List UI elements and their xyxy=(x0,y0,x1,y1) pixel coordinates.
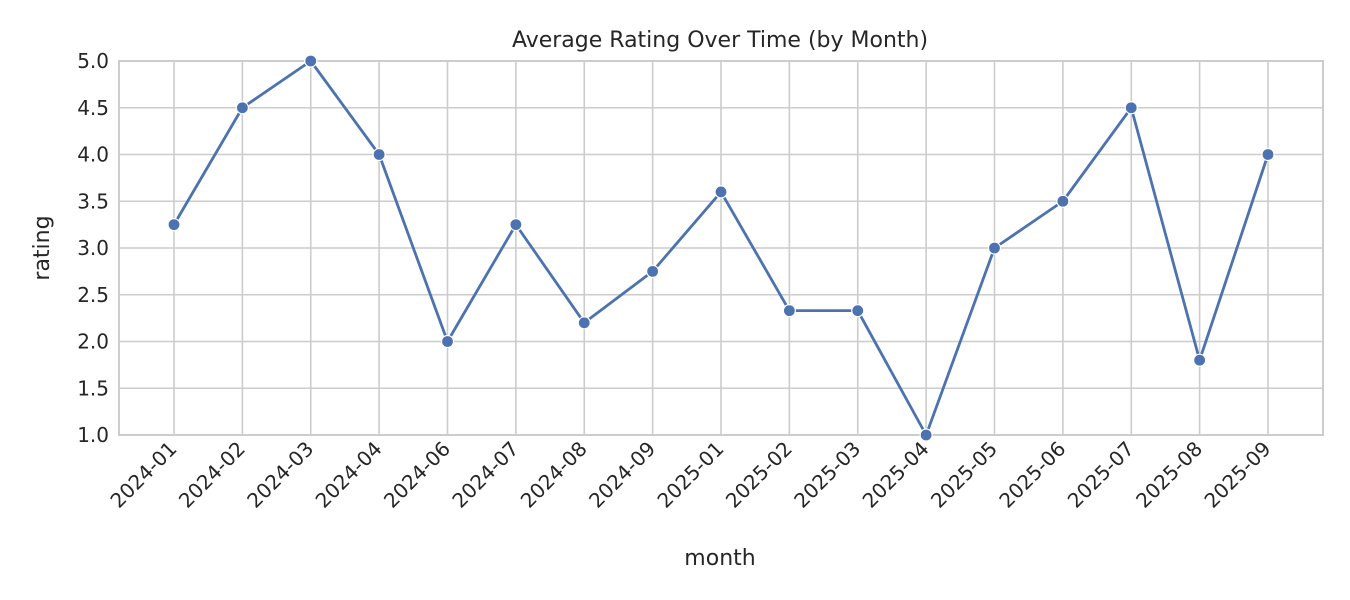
y-tick-label: 2.5 xyxy=(77,283,109,307)
data-point xyxy=(987,241,1002,255)
data-point xyxy=(167,218,181,232)
x-tick-label: 2024-07 xyxy=(447,437,523,513)
y-tick-label: 4.5 xyxy=(77,96,109,120)
data-point xyxy=(440,334,455,349)
y-tick-labels: 1.0 1.5 2.0 2.5 3.0 3.5 4.0 4.5 5.0 xyxy=(77,49,109,447)
x-tick-label: 2025-09 xyxy=(1199,437,1275,513)
data-point xyxy=(851,304,865,318)
x-tick-label: 2024-06 xyxy=(379,437,455,513)
data-point xyxy=(919,428,933,442)
data-point xyxy=(1261,147,1275,162)
x-tick-label: 2025-01 xyxy=(652,437,728,513)
x-tick-label: 2025-06 xyxy=(994,437,1070,513)
x-tick-label: 2025-03 xyxy=(789,437,865,513)
data-point xyxy=(714,185,728,199)
series-layer xyxy=(167,54,1275,442)
x-tick-label: 2025-08 xyxy=(1131,437,1207,513)
data-point xyxy=(372,147,386,162)
data-point xyxy=(235,101,249,115)
plot-frame xyxy=(118,60,1324,436)
y-tick-label: 4.0 xyxy=(77,143,109,167)
y-tick-label: 5.0 xyxy=(77,49,109,73)
x-tick-label: 2024-08 xyxy=(516,437,592,513)
x-tick-label: 2024-04 xyxy=(311,437,387,513)
data-point xyxy=(646,264,660,278)
y-tick-label: 1.5 xyxy=(77,376,109,400)
data-point xyxy=(1124,101,1138,115)
x-tick-label: 2025-07 xyxy=(1063,437,1139,513)
y-axis-label: rating xyxy=(30,215,55,280)
x-tick-label: 2025-02 xyxy=(721,437,797,513)
y-tick-label: 1.0 xyxy=(77,423,109,447)
data-point xyxy=(1193,353,1207,367)
data-point xyxy=(1056,194,1070,208)
y-tick-label: 3.0 xyxy=(77,236,109,260)
data-point xyxy=(509,218,523,232)
x-tick-label: 2024-02 xyxy=(174,437,250,513)
grid-lines xyxy=(119,60,1323,436)
x-tick-label: 2024-09 xyxy=(584,437,660,513)
chart-title: Average Rating Over Time (by Month) xyxy=(512,28,928,53)
x-axis-label: month xyxy=(684,546,755,571)
x-tick-label: 2024-01 xyxy=(105,437,181,513)
x-tick-labels: 2024-012024-022024-032024-042024-062024-… xyxy=(105,437,1275,513)
y-tick-label: 2.0 xyxy=(77,330,109,354)
x-tick-label: 2024-03 xyxy=(242,437,318,513)
data-point xyxy=(304,54,318,68)
data-point xyxy=(782,304,796,318)
x-tick-label: 2025-05 xyxy=(926,437,1002,513)
data-point xyxy=(577,316,591,330)
x-tick-label: 2025-04 xyxy=(858,437,934,513)
y-tick-label: 3.5 xyxy=(77,189,109,213)
